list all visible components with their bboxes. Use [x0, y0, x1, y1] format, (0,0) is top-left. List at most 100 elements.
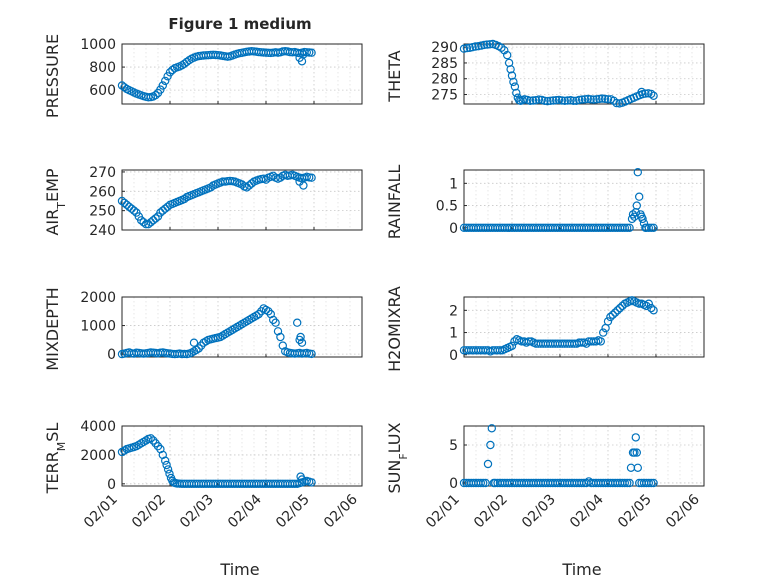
- data-point: [647, 223, 656, 232]
- data-point: [582, 339, 591, 348]
- data-point: [151, 90, 160, 100]
- y-axis-label-3: RAINFALL: [385, 165, 404, 240]
- data-point: [638, 214, 647, 224]
- data-point: [647, 89, 656, 99]
- data-point: [649, 478, 658, 488]
- y-tick-label: 0: [107, 477, 116, 493]
- y-tick-label: 0: [449, 476, 458, 492]
- data-point: [482, 40, 492, 49]
- data-point: [526, 96, 535, 106]
- data-point: [615, 303, 625, 313]
- data-point: [534, 95, 544, 104]
- data-point: [129, 206, 139, 215]
- y-tick-label: 0: [107, 347, 116, 363]
- subplot-terr-msl: 02/01 02/02 02/03 02/04 02/05 02/06020004000T…: [43, 419, 363, 531]
- y-tick-label: 1000: [80, 37, 116, 53]
- data-point: [620, 478, 630, 488]
- y-axis-label-4: MIXDEPTH: [43, 287, 62, 370]
- data-point: [635, 299, 644, 308]
- data-point: [612, 98, 621, 108]
- data-point: [297, 475, 307, 484]
- data-point: [485, 40, 495, 49]
- plot-area: [122, 426, 362, 486]
- data-point: [642, 301, 651, 311]
- subplot-rainfall: 0 0.5 1 RAINFALL: [385, 165, 705, 240]
- data-point: [148, 436, 158, 445]
- data-point: [623, 223, 632, 232]
- data-point: [507, 71, 517, 80]
- data-point: [146, 434, 155, 443]
- data-point: [644, 478, 654, 488]
- data-point: [495, 346, 505, 355]
- data-point: [271, 318, 280, 327]
- data-point: [462, 43, 472, 53]
- data-point: [596, 337, 606, 346]
- y-tick-label: 0: [449, 221, 458, 237]
- data-point: [480, 40, 489, 50]
- data-point: [639, 219, 649, 228]
- data-point: [162, 460, 171, 470]
- axes-frame: [121, 43, 363, 105]
- data-point: [510, 82, 520, 91]
- data-point: [254, 309, 263, 319]
- data-point: [577, 95, 587, 104]
- data-point: [168, 65, 177, 75]
- x-axis-label-right: Time: [561, 560, 601, 579]
- data-point: [165, 68, 175, 77]
- data-point: [296, 332, 305, 342]
- data-point: [635, 192, 644, 201]
- data-point: [586, 95, 595, 104]
- data-point: [637, 87, 646, 97]
- data-point: [189, 338, 199, 347]
- y-tick-label: 2000: [80, 290, 116, 306]
- data-point: [264, 307, 273, 316]
- y-axis-label-1: THETA: [385, 50, 404, 102]
- data-point: [141, 219, 151, 229]
- data-point: [503, 50, 512, 60]
- y-tick-label: 280: [431, 72, 458, 88]
- axes-frame: [121, 296, 363, 358]
- y-tick-label: 600: [89, 83, 116, 99]
- plot-area: [122, 297, 362, 357]
- data-point: [595, 94, 604, 104]
- data-point: [631, 433, 641, 442]
- data-point: [620, 223, 630, 232]
- data-point: [293, 318, 302, 327]
- data-point: [483, 459, 493, 469]
- y-tick-label: 1: [449, 176, 458, 192]
- data-point: [633, 167, 643, 177]
- data-point: [575, 95, 584, 105]
- data-point: [486, 440, 495, 450]
- data-point: [630, 448, 639, 457]
- data-point: [608, 310, 618, 319]
- data-point: [299, 50, 308, 59]
- y-tick-label: 285: [431, 56, 458, 72]
- data-point: [549, 96, 558, 105]
- data-point: [160, 456, 170, 465]
- plot-area: [464, 170, 704, 230]
- data-point: [627, 214, 637, 224]
- data-point: [307, 478, 316, 487]
- data-point: [569, 96, 578, 106]
- data-point: [471, 42, 480, 51]
- y-tick-label: 275: [431, 88, 458, 104]
- data-point: [476, 478, 485, 488]
- data-point: [563, 96, 572, 105]
- data-point: [481, 478, 490, 488]
- data-point: [552, 95, 561, 105]
- y-tick-label: 240: [89, 223, 116, 239]
- data-point: [649, 306, 658, 315]
- data-point: [649, 91, 658, 101]
- data-point: [165, 469, 174, 478]
- data-point: [641, 89, 650, 98]
- data-point: [557, 96, 567, 105]
- subplot-h2omixra: 0 1 2 H2OMIXRA: [385, 286, 705, 372]
- subplot-air-temp: 240 250 260 270 AIRTEMP: [43, 165, 363, 239]
- data-point: [528, 96, 538, 105]
- data-point: [623, 478, 632, 488]
- figure-title: Figure 1 medium: [168, 15, 311, 33]
- y-tick-label: 2000: [80, 448, 116, 464]
- data-point: [598, 94, 607, 103]
